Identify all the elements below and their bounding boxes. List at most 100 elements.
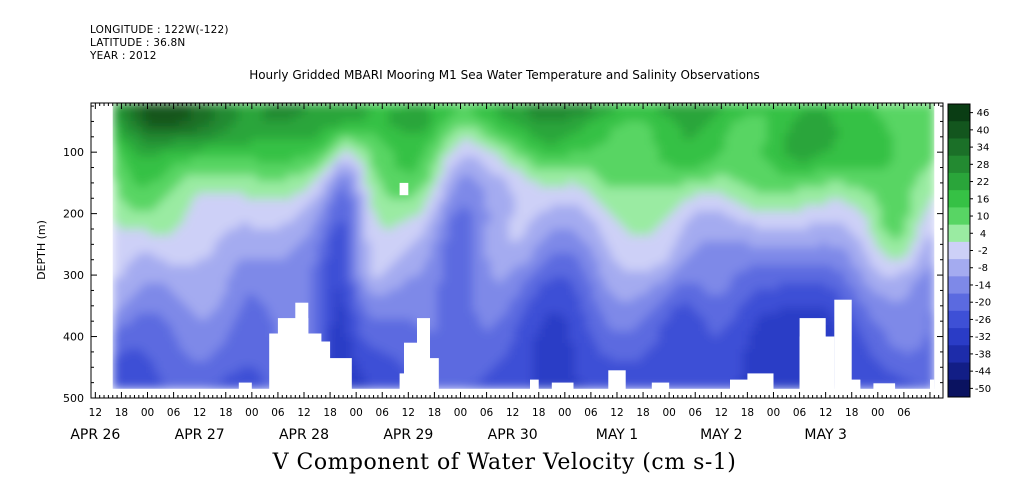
heat-cell: [184, 109, 192, 116]
heat-cell: [256, 115, 264, 122]
heat-cell: [538, 325, 546, 332]
heat-cell: [244, 265, 252, 272]
heat-cell: [508, 115, 516, 122]
heat-cell: [460, 175, 468, 182]
heat-cell: [184, 133, 192, 140]
heat-cell: [676, 301, 684, 308]
heat-cell: [298, 271, 306, 278]
heat-cell: [196, 109, 204, 116]
heat-cell: [526, 127, 534, 134]
heat-cell: [280, 169, 288, 176]
heat-cell: [508, 289, 516, 296]
heat-cell: [436, 235, 444, 242]
heat-cell: [130, 109, 138, 116]
heat-cell: [682, 349, 690, 356]
heat-cell: [136, 349, 144, 356]
heat-cell: [574, 133, 582, 140]
heat-cell: [502, 337, 510, 344]
heat-cell: [688, 223, 696, 230]
heat-cell: [490, 319, 498, 326]
heat-cell: [622, 289, 630, 296]
heat-cell: [220, 295, 228, 302]
heat-cell: [670, 247, 678, 254]
heat-cell: [208, 145, 216, 152]
heat-cell: [406, 277, 414, 284]
heat-cell: [226, 313, 234, 320]
heat-cell: [490, 205, 498, 212]
heat-cell: [652, 139, 660, 146]
heat-cell: [424, 283, 432, 290]
heat-cell: [280, 103, 288, 110]
heat-cell: [376, 151, 384, 158]
heat-cell: [472, 259, 480, 266]
heat-cell: [334, 229, 342, 236]
heat-cell: [622, 151, 630, 158]
heat-cell: [172, 331, 180, 338]
heat-cell: [238, 145, 246, 152]
heat-cell: [142, 349, 150, 356]
heat-cell: [112, 271, 120, 278]
heat-cell: [544, 379, 552, 386]
heat-cell: [394, 307, 402, 314]
heat-cell: [304, 253, 312, 260]
heat-cell: [220, 235, 228, 242]
heat-cell: [358, 223, 366, 230]
heat-cell: [562, 247, 570, 254]
heat-cell: [526, 295, 534, 302]
heat-cell: [508, 283, 516, 290]
heat-cell: [226, 379, 234, 386]
heat-cell: [472, 181, 480, 188]
heat-cell: [562, 211, 570, 218]
heat-cell: [172, 319, 180, 326]
heat-cell: [652, 199, 660, 206]
heat-cell: [700, 157, 708, 164]
heat-cell: [442, 373, 450, 380]
heat-cell: [256, 343, 264, 350]
heat-cell: [310, 217, 318, 224]
heat-cell: [292, 175, 300, 182]
heat-cell: [658, 247, 666, 254]
heat-cell: [580, 247, 588, 254]
heat-cell: [478, 175, 486, 182]
heat-cell: [178, 295, 186, 302]
heat-cell: [112, 175, 120, 182]
heat-cell: [664, 181, 672, 188]
heat-cell: [640, 199, 648, 206]
heat-cell: [664, 379, 672, 386]
heat-cell: [610, 337, 618, 344]
heat-cell: [376, 139, 384, 146]
heat-cell: [400, 169, 408, 176]
heat-cell: [538, 283, 546, 290]
heat-cell: [550, 193, 558, 200]
heat-cell: [508, 133, 516, 140]
heat-cell: [610, 247, 618, 254]
heat-cell: [388, 193, 396, 200]
heat-cell: [574, 103, 582, 110]
heat-cell: [256, 247, 264, 254]
heat-cell: [136, 331, 144, 338]
heat-cell: [154, 349, 162, 356]
heat-cell: [622, 181, 630, 188]
heat-cell: [454, 373, 462, 380]
heat-cell: [436, 103, 444, 110]
heat-cell: [514, 271, 522, 278]
heat-cell: [424, 151, 432, 158]
heat-cell: [202, 121, 210, 128]
heat-cell: [196, 121, 204, 128]
heat-cell: [448, 259, 456, 266]
heat-cell: [568, 367, 576, 374]
heat-cell: [124, 325, 132, 332]
heat-cell: [244, 145, 252, 152]
heat-cell: [238, 295, 246, 302]
heat-cell: [166, 157, 174, 164]
heat-cell: [628, 283, 636, 290]
heat-cell: [628, 109, 636, 116]
heat-cell: [184, 121, 192, 128]
heat-cell: [466, 163, 474, 170]
heat-cell: [268, 289, 276, 296]
heat-cell: [532, 325, 540, 332]
heat-cell: [634, 343, 642, 350]
heat-cell: [700, 229, 708, 236]
heat-cell: [214, 355, 222, 362]
heat-cell: [688, 253, 696, 260]
